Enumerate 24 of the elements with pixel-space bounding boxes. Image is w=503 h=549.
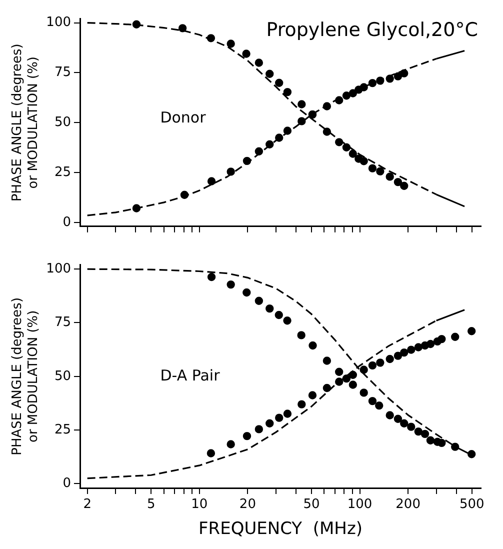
x-tick-label: 5	[147, 497, 156, 512]
y-tick-label: 25	[54, 164, 71, 180]
x-tick-label: 200	[396, 497, 420, 512]
y-tick-label: 0	[62, 476, 71, 492]
y-tick-label: 75	[54, 315, 71, 330]
y-tick-label: 25	[54, 422, 71, 438]
annotation: D-A Pair	[160, 366, 221, 384]
y-tick-label: 50	[54, 368, 71, 384]
y-tick-label: 100	[46, 15, 71, 30]
x-tick-label: 100	[347, 497, 372, 512]
y-tick-label: 100	[46, 261, 71, 276]
y-tick-label: 50	[54, 114, 71, 130]
x-tick-label: 10	[191, 497, 208, 512]
x-tick-label: 2	[83, 497, 92, 512]
x-tick-label: 20	[239, 497, 256, 512]
y-tick-label: 0	[62, 214, 71, 230]
y-tick-label: 75	[54, 65, 71, 80]
x-axis-title: FREQUENCY (MHz)	[198, 519, 363, 540]
x-tick-label: 500	[459, 497, 484, 512]
x-tick-label: 50	[303, 497, 320, 512]
annotation: Donor	[160, 108, 207, 126]
y-axis-title: PHASE ANGLE (degrees) or MODULATION (%)	[10, 297, 41, 456]
y-axis-title: PHASE ANGLE (degrees) or MODULATION (%)	[10, 44, 41, 202]
chart-title: Propylene Glycol,20°C	[266, 19, 478, 42]
